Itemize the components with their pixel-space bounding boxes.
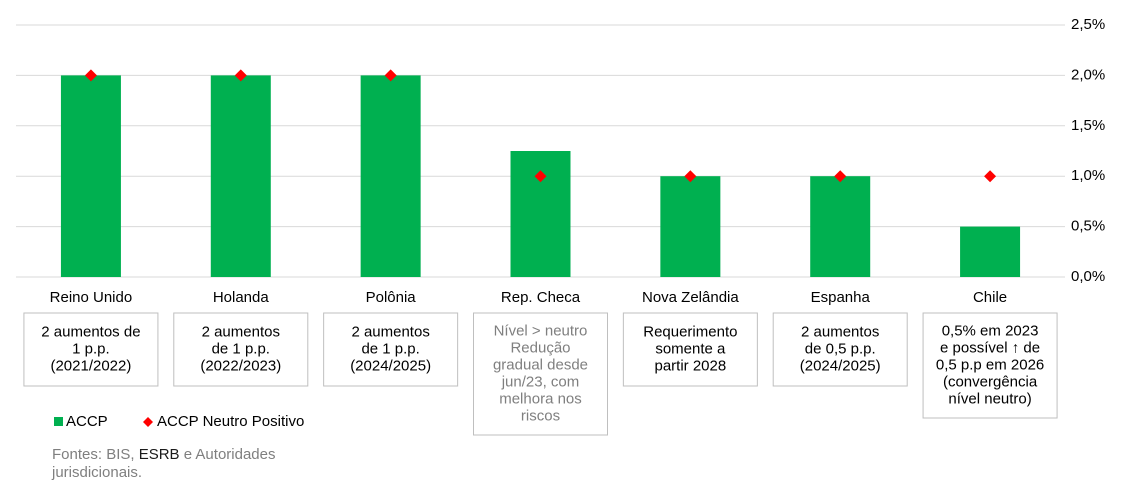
marker <box>234 69 247 82</box>
bar <box>960 226 1021 277</box>
y-tick-label: 2,0% <box>1071 66 1105 83</box>
note-text: (2024/2025) <box>350 357 431 374</box>
y-tick-label: 2,5% <box>1071 16 1105 33</box>
bar <box>510 151 571 277</box>
note-box <box>473 312 608 436</box>
note-box <box>772 312 908 387</box>
marker <box>384 69 397 82</box>
source-text: ESRB <box>138 446 180 463</box>
marker <box>684 170 697 183</box>
note-box <box>323 312 459 387</box>
note-text: melhora nos <box>499 390 582 407</box>
legend-swatch <box>54 417 63 426</box>
x-tick-label: Rep. Checa <box>501 289 581 306</box>
note-text: nível neutro) <box>948 390 1031 407</box>
note-text: (2022/2023) <box>200 357 281 374</box>
bar <box>210 75 271 278</box>
note-text: 2 aumentos <box>351 323 429 340</box>
note-text: e possível ↑ de <box>940 339 1040 356</box>
note-text: (2024/2025) <box>800 357 881 374</box>
note-text: 0,5% em 2023 <box>942 322 1039 339</box>
y-tick-label: 0,5% <box>1071 218 1105 235</box>
note-text: de 1 p.p. <box>361 340 419 357</box>
y-tick-label: 0,0% <box>1071 268 1105 285</box>
note-box <box>173 312 309 387</box>
note-text: somente a <box>655 340 726 357</box>
marker <box>834 170 847 183</box>
bar <box>810 176 871 277</box>
note-text: de 0,5 p.p. <box>805 340 876 357</box>
x-tick-label: Polônia <box>366 289 417 306</box>
legend-label: ACCP <box>66 413 108 430</box>
x-tick-label: Holanda <box>213 289 270 306</box>
note-box <box>622 312 758 387</box>
note-text: Nível > neutro <box>494 322 588 339</box>
marker <box>84 69 97 82</box>
note-text: partir 2028 <box>654 357 726 374</box>
y-tick-label: 1,5% <box>1071 117 1105 134</box>
x-tick-label: Nova Zelândia <box>642 289 739 306</box>
y-tick-label: 1,0% <box>1071 167 1105 184</box>
note-text: 0,5 p.p em 2026 <box>936 356 1044 373</box>
note-text: 2 aumentos de <box>41 323 140 340</box>
note-text: (convergência <box>943 373 1038 390</box>
legend-swatch <box>143 417 153 427</box>
x-tick-label: Chile <box>973 289 1007 306</box>
bar <box>660 176 721 277</box>
source-text: e Autoridades jurisdicionais. <box>52 446 276 481</box>
legend-label: ACCP Neutro Positivo <box>157 413 304 430</box>
marker <box>984 170 997 183</box>
bar <box>60 75 121 278</box>
bar <box>360 75 421 278</box>
note-text: riscos <box>521 407 560 424</box>
note-text: Requerimento <box>643 323 737 340</box>
note-box <box>23 312 159 387</box>
note-text: 2 aumentos <box>801 323 879 340</box>
note-text: Redução <box>510 339 570 356</box>
source-note: Fontes: BIS, ESRB e Autoridades jurisdic… <box>52 446 332 482</box>
note-text: de 1 p.p. <box>212 340 270 357</box>
note-text: gradual desde <box>493 356 588 373</box>
note-box <box>922 312 1058 419</box>
source-text: Fontes: BIS, <box>52 446 139 463</box>
note-text: jun/23, com <box>501 373 580 390</box>
marker <box>534 170 547 183</box>
note-text: 1 p.p. <box>72 340 110 357</box>
x-tick-label: Espanha <box>811 289 871 306</box>
x-tick-label: Reino Unido <box>50 289 133 306</box>
note-text: 2 aumentos <box>202 323 280 340</box>
note-text: (2021/2022) <box>50 357 131 374</box>
